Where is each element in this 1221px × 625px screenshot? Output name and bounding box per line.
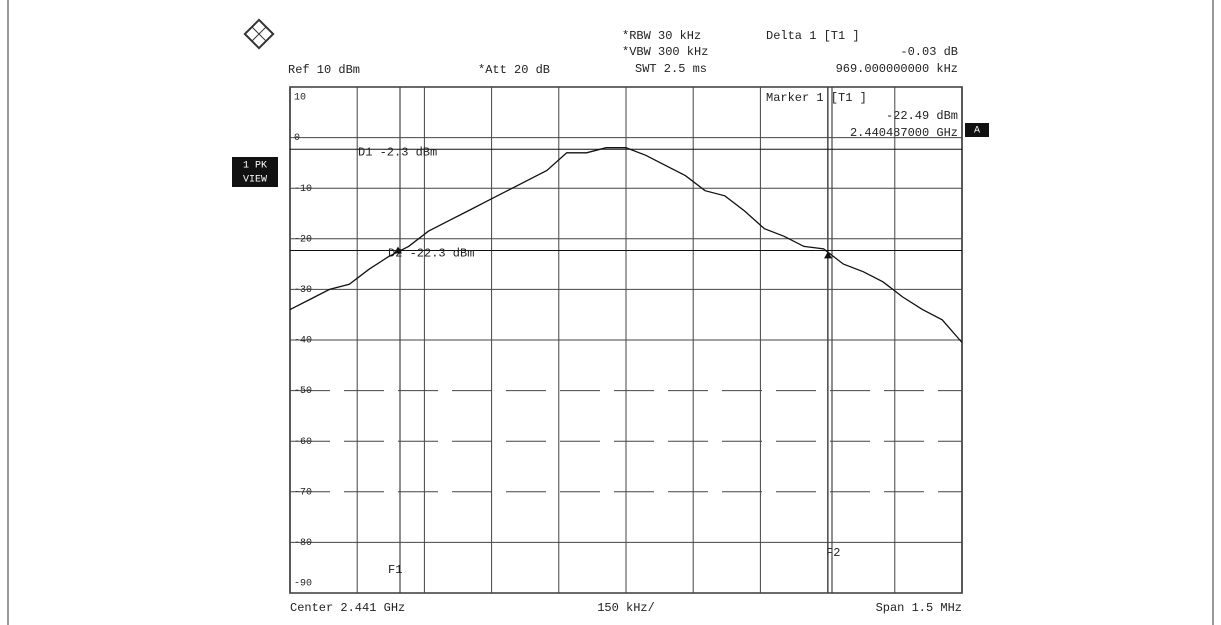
y-tick-label: -70	[294, 487, 312, 498]
attenuation: *Att 20 dB	[478, 63, 550, 77]
y-tick-label: -90	[294, 579, 312, 590]
vbw: *VBW 300 kHz	[622, 45, 708, 59]
marker-level: -22.49 dBm	[886, 109, 958, 123]
y-tick-label: -30	[294, 285, 312, 296]
display-line-label: D2 -22.3 dBm	[388, 247, 474, 261]
f2-label: F2	[826, 546, 840, 560]
delta-freq: 969.000000000 kHz	[836, 62, 958, 76]
y-tick-label: -80	[294, 538, 312, 549]
swt: SWT 2.5 ms	[635, 62, 707, 76]
y-tick-label: 10	[294, 93, 306, 104]
y-tick-label: 0	[294, 133, 300, 144]
span: Span 1.5 MHz	[876, 601, 962, 615]
marker-title: Marker 1 [T1 ]	[766, 91, 867, 105]
y-tick-label: -20	[294, 234, 312, 245]
center-freq: Center 2.441 GHz	[290, 601, 405, 615]
y-tick-label: -10	[294, 184, 312, 195]
logo	[243, 18, 275, 50]
delta-level: -0.03 dB	[900, 45, 958, 59]
y-tick-label: -40	[294, 336, 312, 347]
trace	[289, 147, 963, 343]
delta-title: Delta 1 [T1 ]	[766, 29, 860, 43]
side-box	[232, 157, 278, 187]
badge: A	[974, 126, 980, 137]
marker-triangle	[824, 251, 832, 259]
f1-label: F1	[388, 563, 402, 577]
rbw: *RBW 30 kHz	[622, 29, 701, 43]
side-label: 1 PK	[243, 161, 267, 172]
ref-level: Ref 10 dBm	[288, 63, 360, 77]
side-label: VIEW	[243, 175, 267, 186]
marker-freq: 2.440487000 GHz	[850, 126, 958, 140]
badge-box	[965, 123, 989, 137]
y-tick-label: -50	[294, 386, 312, 397]
y-tick-label: -60	[294, 437, 312, 448]
marker-triangle	[394, 246, 402, 254]
freq-per-div: 150 kHz/	[597, 601, 655, 615]
display-line-label: D1 -2.3 dBm	[358, 145, 437, 159]
